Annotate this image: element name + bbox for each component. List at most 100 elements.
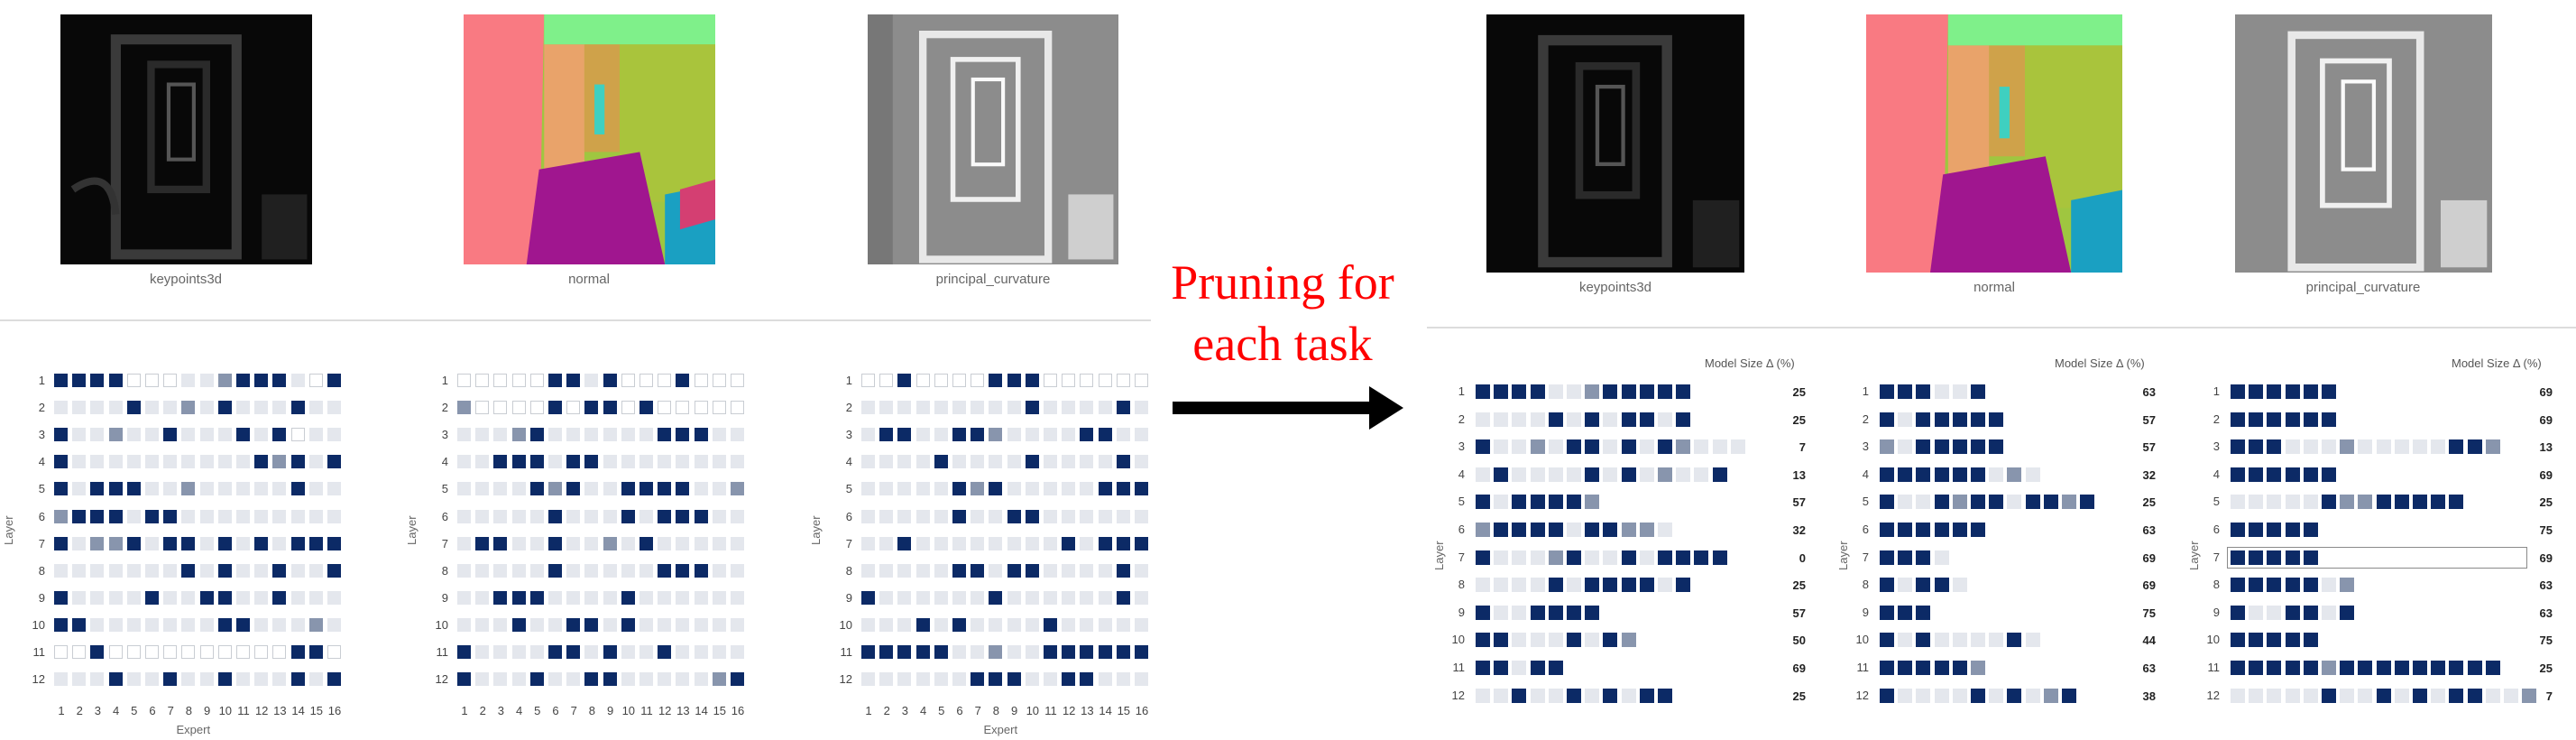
heatmap-cell	[2340, 439, 2355, 455]
heatmap-cell	[952, 509, 966, 523]
heatmap-cell	[529, 645, 544, 659]
heatmap-cell	[1916, 550, 1931, 565]
heatmap-cell	[897, 428, 912, 442]
heatmap-cell	[457, 672, 471, 687]
heatmap-cell	[731, 590, 744, 605]
heatmap-cell	[199, 536, 214, 550]
heatmap-cell	[1098, 645, 1112, 659]
heatmap-cell	[2249, 661, 2264, 675]
heatmap-cell	[1044, 617, 1057, 632]
heatmap-cell	[163, 455, 178, 469]
heatmap-cell	[603, 428, 617, 442]
heatmap-cell	[236, 374, 250, 387]
heatmap-cell	[181, 672, 196, 687]
heatmap-cell	[1080, 617, 1094, 632]
heatmap-cell	[1989, 467, 2004, 482]
heatmap-cell	[163, 401, 178, 415]
row-label: 8	[1458, 578, 1465, 592]
row-label: 5	[38, 482, 45, 496]
model-size-value: 25	[1792, 412, 1806, 427]
heatmap-cell	[915, 672, 930, 687]
heatmap-cell	[254, 455, 269, 469]
heatmap-cell	[199, 428, 214, 442]
heatmap-cell	[1044, 428, 1057, 442]
column-label: 6	[552, 704, 559, 718]
heatmap-cell	[621, 536, 635, 550]
heatmap-cell	[126, 536, 141, 550]
heatmap-cell	[1898, 578, 1913, 593]
heatmap-cell	[731, 645, 744, 659]
heatmap-cell	[566, 645, 581, 659]
heatmap-cell	[989, 401, 1003, 415]
heatmap-cell	[971, 590, 985, 605]
heatmap-cell	[1135, 617, 1148, 632]
heatmap-cell	[2413, 439, 2427, 455]
heatmap-cell	[126, 617, 141, 632]
heatmap-cell	[457, 401, 471, 415]
heatmap-cell	[731, 428, 744, 442]
heatmap-cell	[1934, 495, 1949, 510]
heatmap-cell	[989, 482, 1003, 496]
heatmap-cell	[952, 374, 966, 387]
heatmap-cell	[1952, 523, 1967, 537]
row-label: 1	[38, 374, 45, 387]
heatmap-cell	[2322, 384, 2336, 399]
heatmap-cell	[861, 509, 875, 523]
heatmap-cell	[1476, 495, 1490, 510]
heatmap-cell	[529, 590, 544, 605]
heatmap-cell	[529, 563, 544, 578]
heatmap-cell	[915, 455, 930, 469]
heatmap-cell	[236, 672, 250, 687]
heatmap-cell	[658, 617, 672, 632]
heatmap-cell	[2025, 467, 2040, 482]
heatmap-cell	[2285, 661, 2300, 675]
heatmap-cell	[971, 672, 985, 687]
heatmap-cell	[457, 536, 471, 550]
heatmap-cell	[639, 455, 653, 469]
heatmap-cell	[694, 645, 708, 659]
heatmap-cell	[145, 482, 159, 496]
caption-principal-curvature-right: principal_curvature	[2305, 280, 2421, 295]
heatmap-cell	[72, 401, 87, 415]
heatmap-cell	[1530, 439, 1545, 455]
heatmap-cell	[731, 455, 744, 469]
heatmap-cell	[879, 672, 894, 687]
callout-line-1: Pruning for	[1171, 255, 1394, 310]
heatmap-cell	[712, 455, 726, 469]
heatmap-cell	[1116, 401, 1130, 415]
heatmap-cell	[1989, 412, 2004, 427]
heatmap-cell	[1098, 374, 1112, 387]
heatmap-cell	[163, 536, 178, 550]
heatmap-cell	[584, 455, 599, 469]
heatmap-cell	[584, 617, 599, 632]
heatmap-cell	[952, 672, 966, 687]
model-size-value: 25	[1792, 689, 1806, 703]
heatmap-cell	[475, 482, 490, 496]
heatmap-cell	[217, 617, 232, 632]
caption-normal-left: normal	[568, 272, 610, 287]
heatmap-cell	[1585, 633, 1600, 648]
heatmap-cell	[2043, 688, 2058, 703]
heatmap-cell	[952, 617, 966, 632]
heatmap-cell	[254, 374, 269, 387]
row-label: 9	[1862, 605, 1869, 619]
heatmap-cell	[548, 563, 562, 578]
heatmap-cell	[1494, 661, 1509, 675]
heatmap-cell	[1044, 563, 1057, 578]
heatmap-cell	[1494, 523, 1509, 537]
heatmap-cell	[511, 617, 526, 632]
heatmap-cell	[126, 509, 141, 523]
heatmap-cell	[1880, 467, 1894, 482]
heatmap-cell	[658, 509, 672, 523]
heatmap-cell	[181, 536, 196, 550]
heatmap-cell	[584, 645, 599, 659]
heatmap-cell	[1676, 412, 1691, 427]
heatmap-cell	[1098, 401, 1112, 415]
heatmap-cell	[2431, 495, 2446, 510]
heatmap-cell	[1934, 550, 1949, 565]
row-label: 1	[1458, 384, 1465, 398]
heatmap-cell	[1898, 384, 1913, 399]
heatmap-cell	[217, 455, 232, 469]
thumb-principal-curvature-left	[868, 14, 1118, 264]
heatmap-cell	[1512, 605, 1527, 620]
